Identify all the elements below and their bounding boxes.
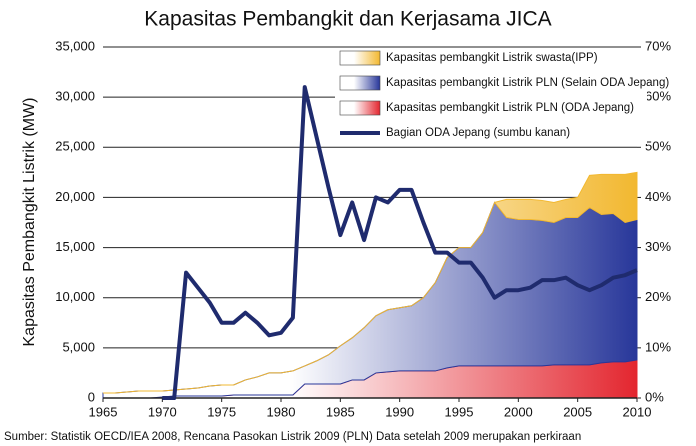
x-tick-label: 1975 bbox=[207, 404, 236, 419]
y-tick-label: 30,000 bbox=[55, 89, 95, 104]
x-tick-label: 1980 bbox=[267, 404, 296, 419]
y2-tick-label: 60% bbox=[645, 89, 671, 104]
x-tick-label: 2005 bbox=[563, 404, 592, 419]
legend-label: Kapasitas pembangkit Listrik swasta(IPP) bbox=[386, 52, 598, 64]
x-tick-label: 2010 bbox=[623, 404, 652, 419]
x-tick-label: 1965 bbox=[89, 404, 118, 419]
legend: Kapasitas pembangkit Listrik swasta(IPP)… bbox=[335, 48, 669, 144]
legend-swatch bbox=[339, 100, 381, 116]
y2-tick-label: 30% bbox=[645, 239, 671, 254]
chart-title: Kapasitas Pembangkit dan Kerjasama JICA bbox=[144, 8, 551, 31]
x-tick-label: 1970 bbox=[148, 404, 177, 419]
legend-label: Kapasitas pembangkit Listrik PLN (ODA Je… bbox=[386, 102, 634, 114]
x-tick-label: 1985 bbox=[326, 404, 355, 419]
legend-label: Kapasitas pembangkit Listrik PLN (Selain… bbox=[386, 77, 669, 89]
line bbox=[162, 85, 638, 400]
source-note: Sumber: Statistik OECD/IEA 2008, Rencana… bbox=[4, 431, 581, 443]
y2-tick-label: 70% bbox=[645, 38, 671, 53]
y-tick-label: 15,000 bbox=[55, 239, 95, 254]
y2-tick-label: 10% bbox=[645, 339, 671, 354]
legend-box bbox=[335, 48, 647, 144]
x-tick-label: 1995 bbox=[445, 404, 474, 419]
area bbox=[103, 171, 638, 394]
y-tick-label: 10,000 bbox=[55, 289, 95, 304]
y-tick-label: 0 bbox=[88, 389, 95, 404]
x-tick-label: 2000 bbox=[504, 404, 533, 419]
y-axis-label: Kapasitas Pembangkit Listrik (MW) bbox=[21, 98, 38, 347]
legend-swatch bbox=[339, 50, 381, 66]
y2-tick-label: 50% bbox=[645, 139, 671, 154]
y-tick-label: 35,000 bbox=[55, 38, 95, 53]
legend-swatch bbox=[339, 75, 381, 91]
x-tick-label: 1990 bbox=[385, 404, 414, 419]
legend-label: Bagian ODA Jepang (sumbu kanan) bbox=[386, 127, 570, 139]
y-tick-label: 20,000 bbox=[55, 189, 95, 204]
y2-tick-label: 0% bbox=[645, 389, 664, 404]
y-tick-label: 5,000 bbox=[62, 339, 95, 354]
y2-tick-label: 20% bbox=[645, 289, 671, 304]
y2-tick-label: 40% bbox=[645, 189, 671, 204]
y-tick-label: 25,000 bbox=[55, 139, 95, 154]
